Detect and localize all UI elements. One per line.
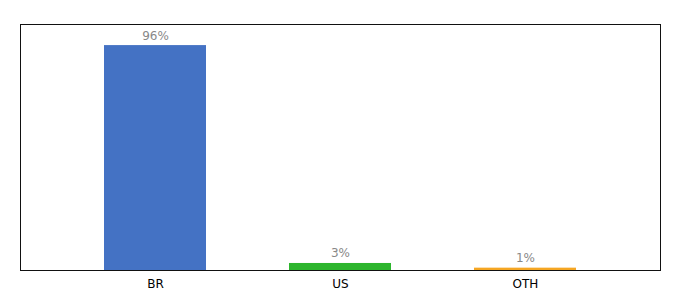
svg-text:BR: BR: [147, 277, 164, 291]
svg-text:US: US: [332, 277, 348, 291]
svg-text:1%: 1%: [516, 251, 535, 265]
svg-text:3%: 3%: [331, 246, 350, 260]
svg-text:OTH: OTH: [513, 277, 539, 291]
svg-text:96%: 96%: [142, 29, 169, 43]
